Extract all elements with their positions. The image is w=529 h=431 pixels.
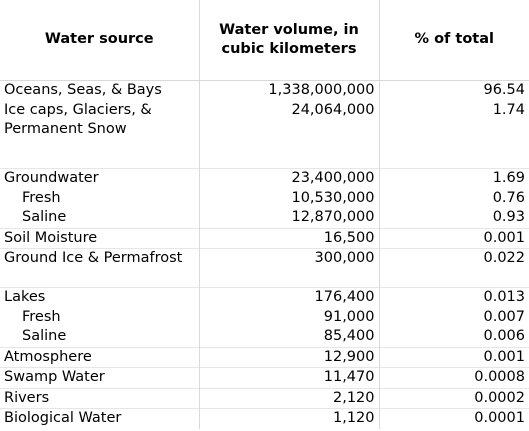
- header-row: Water source Water volume, in cubic kilo…: [0, 0, 529, 81]
- row-percent: 1.74: [492, 101, 525, 118]
- row-percent: 0.0002: [379, 387, 529, 409]
- row-percent: 96.54: [483, 82, 525, 98]
- row-percent: 0.006: [483, 328, 525, 344]
- header-water-volume: Water volume, in cubic kilometers: [198, 0, 380, 81]
- row-volume: 85,400: [198, 327, 380, 347]
- row-source: Fresh: [22, 308, 61, 325]
- table-row: Lakes 176,400 0.013: [0, 287, 529, 308]
- row-percent: 1.69: [379, 168, 529, 189]
- row-volume: 2,120: [198, 387, 380, 409]
- spacer-cell: [198, 139, 380, 169]
- row-volume: 176,400: [198, 287, 380, 308]
- table-row: Saline 12,870,000 0.93: [0, 208, 529, 228]
- row-volume: 16,500: [198, 227, 380, 249]
- row-volume: 12,870,000: [198, 208, 380, 228]
- row-source: Saline: [22, 328, 67, 344]
- row-percent: 0.022: [379, 248, 529, 288]
- row-percent: 0.93: [492, 209, 525, 225]
- row-volume: 91,000: [198, 307, 380, 327]
- row-source: Lakes: [0, 287, 199, 308]
- table-row: Atmosphere 12,900 0.001: [0, 346, 529, 368]
- row-source: Soil Moisture: [0, 227, 199, 249]
- table-row: Ground Ice & Permafrost 300,000 0.022: [0, 248, 529, 288]
- row-source: Saline: [22, 209, 67, 225]
- table-row: Saline 85,400 0.006: [0, 327, 529, 347]
- table-row: Biological Water 1,120 0.0001: [0, 408, 529, 429]
- spacer-cell: [0, 140, 199, 169]
- row-percent: 0.0008: [379, 367, 529, 388]
- table-row: Fresh 91,000 0.007: [0, 307, 529, 327]
- row-source: Fresh: [22, 189, 61, 206]
- row-source: Ground Ice & Permafrost: [0, 248, 199, 288]
- row-percent: 0.013: [379, 287, 529, 308]
- header-percent-total: % of total: [379, 0, 529, 81]
- table-row: Groundwater 23,400,000 1.69: [0, 168, 529, 189]
- row-percent: 0.007: [483, 308, 525, 325]
- row-volume: 23,400,000: [198, 168, 380, 189]
- table-row: Swamp Water 11,470 0.0008: [0, 367, 529, 388]
- table-row: Fresh 10,530,000 0.76: [0, 188, 529, 208]
- row-percent: 0.001: [379, 227, 529, 249]
- row-volume: 11,470: [198, 367, 380, 388]
- spacer-row: [0, 139, 529, 169]
- table-row: Rivers 2,120 0.0002: [0, 387, 529, 409]
- row-volume: 1,338,000,000: [198, 80, 380, 101]
- row-percent: 0.76: [492, 189, 525, 206]
- row-source: Atmosphere: [0, 346, 199, 368]
- row-source: Groundwater: [0, 168, 199, 189]
- table-row: Soil Moisture 16,500 0.001: [0, 227, 529, 249]
- row-volume: 24,064,000: [198, 100, 380, 140]
- row-percent: 0.001: [379, 346, 529, 368]
- table-row: Ice caps, Glaciers, & Permanent Snow 24,…: [0, 100, 529, 140]
- row-source: Oceans, Seas, & Bays: [4, 82, 162, 98]
- row-source: Swamp Water: [0, 367, 199, 388]
- row-volume: 1,120: [198, 408, 380, 429]
- row-source: Rivers: [0, 387, 199, 409]
- header-water-source: Water source: [0, 0, 199, 81]
- row-source: Ice caps, Glaciers, & Permanent Snow: [4, 101, 152, 138]
- row-percent: 0.0001: [379, 408, 529, 429]
- row-source: Biological Water: [0, 408, 199, 429]
- table-row: Oceans, Seas, & Bays 1,338,000,000 96.54: [0, 80, 529, 101]
- row-volume: 300,000: [198, 248, 380, 288]
- row-volume: 10,530,000: [198, 188, 380, 208]
- row-volume: 12,900: [198, 346, 380, 368]
- spacer-cell: [379, 140, 529, 169]
